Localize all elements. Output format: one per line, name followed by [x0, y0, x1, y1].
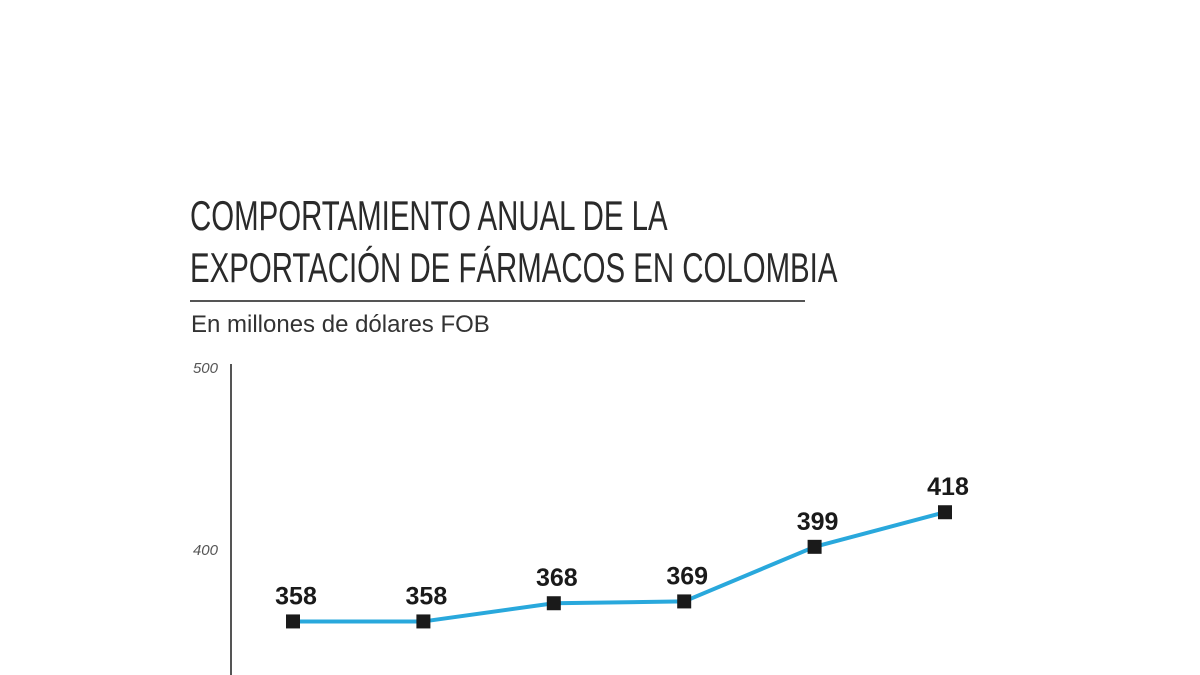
data-point-marker — [416, 614, 431, 629]
chart-title: COMPORTAMIENTO ANUAL DE LA EXPORTACIÓN D… — [190, 190, 838, 294]
data-point-marker — [807, 539, 822, 554]
data-point-marker — [286, 614, 300, 629]
data-label: 369 — [666, 562, 708, 590]
data-point-marker — [938, 505, 952, 520]
data-label: 358 — [275, 582, 317, 610]
data-label: 399 — [797, 508, 839, 536]
data-label: 358 — [406, 582, 448, 610]
data-label: 368 — [536, 564, 578, 592]
data-point-marker — [546, 596, 561, 611]
title-divider — [190, 300, 805, 302]
chart-title-line-2: EXPORTACIÓN DE FÁRMACOS EN COLOMBIA — [190, 244, 838, 291]
data-label: 418 — [927, 473, 969, 501]
chart-subtitle: En millones de dólares FOB — [191, 311, 490, 338]
y-tick-label: 400 — [193, 542, 219, 559]
y-tick-label: 500 — [193, 360, 219, 377]
series-line — [293, 510, 946, 624]
chart-title-line-1: COMPORTAMIENTO ANUAL DE LA — [190, 192, 668, 239]
data-point-marker — [677, 594, 692, 609]
